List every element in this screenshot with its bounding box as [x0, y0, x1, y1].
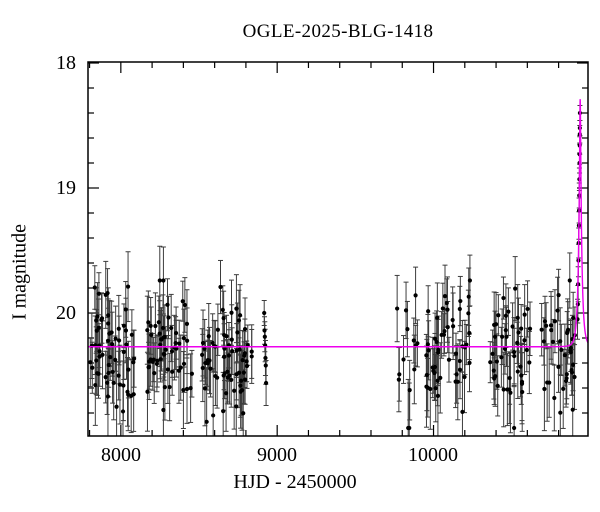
x-tick-label-8000: 8000 — [101, 444, 141, 466]
model-curve — [88, 99, 589, 348]
chart-title: OGLE-2025-BLG-1418 — [242, 21, 434, 42]
y-tick-label-18: 18 — [56, 52, 76, 74]
error-bars — [87, 105, 583, 436]
x-tick-label-9000: 9000 — [257, 444, 297, 466]
x-tick-label-10000: 10000 — [408, 444, 458, 466]
plot-frame — [87, 61, 589, 437]
y-tick-label-20: 20 — [56, 302, 76, 324]
x-axis-label: HJD - 2450000 — [233, 471, 357, 493]
y-tick-label-19: 19 — [56, 177, 76, 199]
photometry-points — [88, 110, 583, 431]
